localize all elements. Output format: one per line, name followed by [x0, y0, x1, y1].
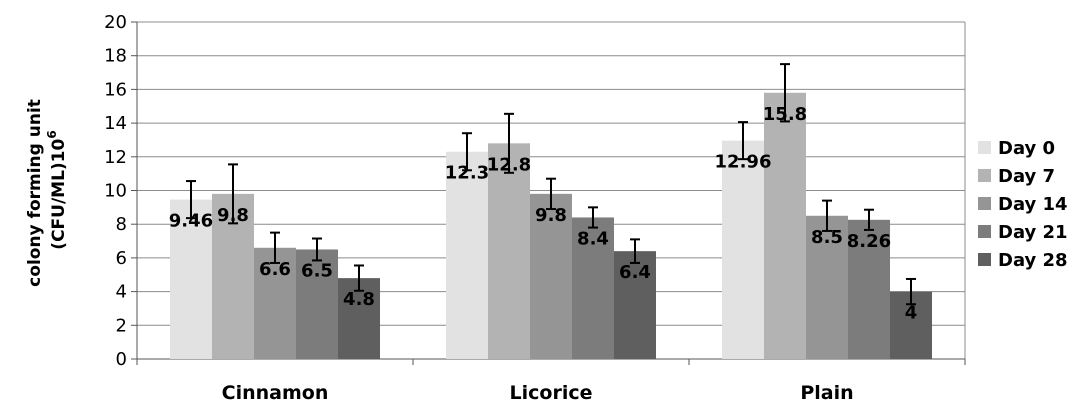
bar [446, 151, 488, 359]
data-label: 12.3 [445, 163, 489, 184]
legend-swatch [978, 197, 991, 210]
legend-swatch [978, 253, 991, 266]
bar [848, 219, 890, 359]
x-category-label: Plain [800, 382, 853, 404]
data-label: 12.8 [487, 154, 531, 175]
legend: Day 0 Day 7 Day 14 Day 21 Day 28 [978, 138, 1068, 271]
y-tick-label: 8 [116, 214, 127, 235]
bar [572, 217, 614, 359]
y-tick-label: 4 [116, 282, 127, 303]
y-tick-label: 10 [104, 181, 127, 202]
data-label: 9.8 [535, 205, 567, 226]
data-label: 8.5 [811, 227, 843, 248]
data-label: 8.26 [847, 231, 891, 252]
legend-label: Day 21 [998, 222, 1068, 243]
bar [806, 215, 848, 359]
data-label: 6.6 [259, 259, 291, 280]
data-label: 9.46 [169, 211, 213, 232]
x-category-label: Cinnamon [222, 382, 329, 404]
y-tick-label: 14 [104, 113, 127, 134]
data-label: 4 [905, 303, 918, 324]
y-tick-label: 2 [116, 315, 127, 336]
bar [488, 143, 530, 359]
bar [170, 199, 212, 359]
y-tick-label: 20 [104, 12, 127, 33]
data-labels: 9.46 9.86.6 6.54.812.312.89.88.46.412.9615… [169, 104, 917, 324]
y-tick-label: 16 [104, 79, 127, 100]
legend-label: Day 14 [998, 194, 1068, 215]
x-category-label: Licorice [510, 382, 593, 404]
y-tick-label: 12 [104, 147, 127, 168]
legend-label: Day 28 [998, 250, 1068, 271]
bar [722, 140, 764, 359]
data-label: 8.4 [577, 228, 609, 249]
y-axis-title-main: (CFU/ML)10 [49, 138, 69, 249]
axes: 0 2 4 6 8 10 12 14 16 18 20 Cinnamon Licorice Plain [104, 12, 966, 404]
legend-label: Day 7 [998, 166, 1055, 187]
data-label: 6.4 [619, 262, 651, 283]
legend-label: Day 0 [998, 138, 1055, 159]
legend-swatch [978, 225, 991, 238]
data-label: 6.5 [301, 260, 333, 281]
bar [530, 193, 572, 359]
legend-swatch [978, 141, 991, 154]
bar [296, 249, 338, 359]
bar [614, 251, 656, 359]
y-axis-title-line2: (CFU/ML)106 [45, 130, 69, 249]
bar [254, 247, 296, 359]
bars [170, 63, 932, 360]
data-label: 4.8 [343, 289, 375, 310]
legend-swatch [978, 169, 991, 182]
data-label: 12.96 [715, 152, 772, 173]
data-label: 15.8 [763, 104, 807, 125]
y-tick-label: 18 [104, 46, 127, 67]
y-tick-label: 6 [116, 248, 127, 269]
y-axis-title: colony forming unit (CFU/ML)106 [25, 93, 69, 287]
y-axis-title-superscript: 6 [45, 130, 59, 138]
data-label: 9.8 [217, 205, 249, 226]
y-tick-label: 0 [116, 349, 127, 370]
y-axis-title-line1: colony forming unit [25, 99, 45, 287]
bar [764, 92, 806, 360]
